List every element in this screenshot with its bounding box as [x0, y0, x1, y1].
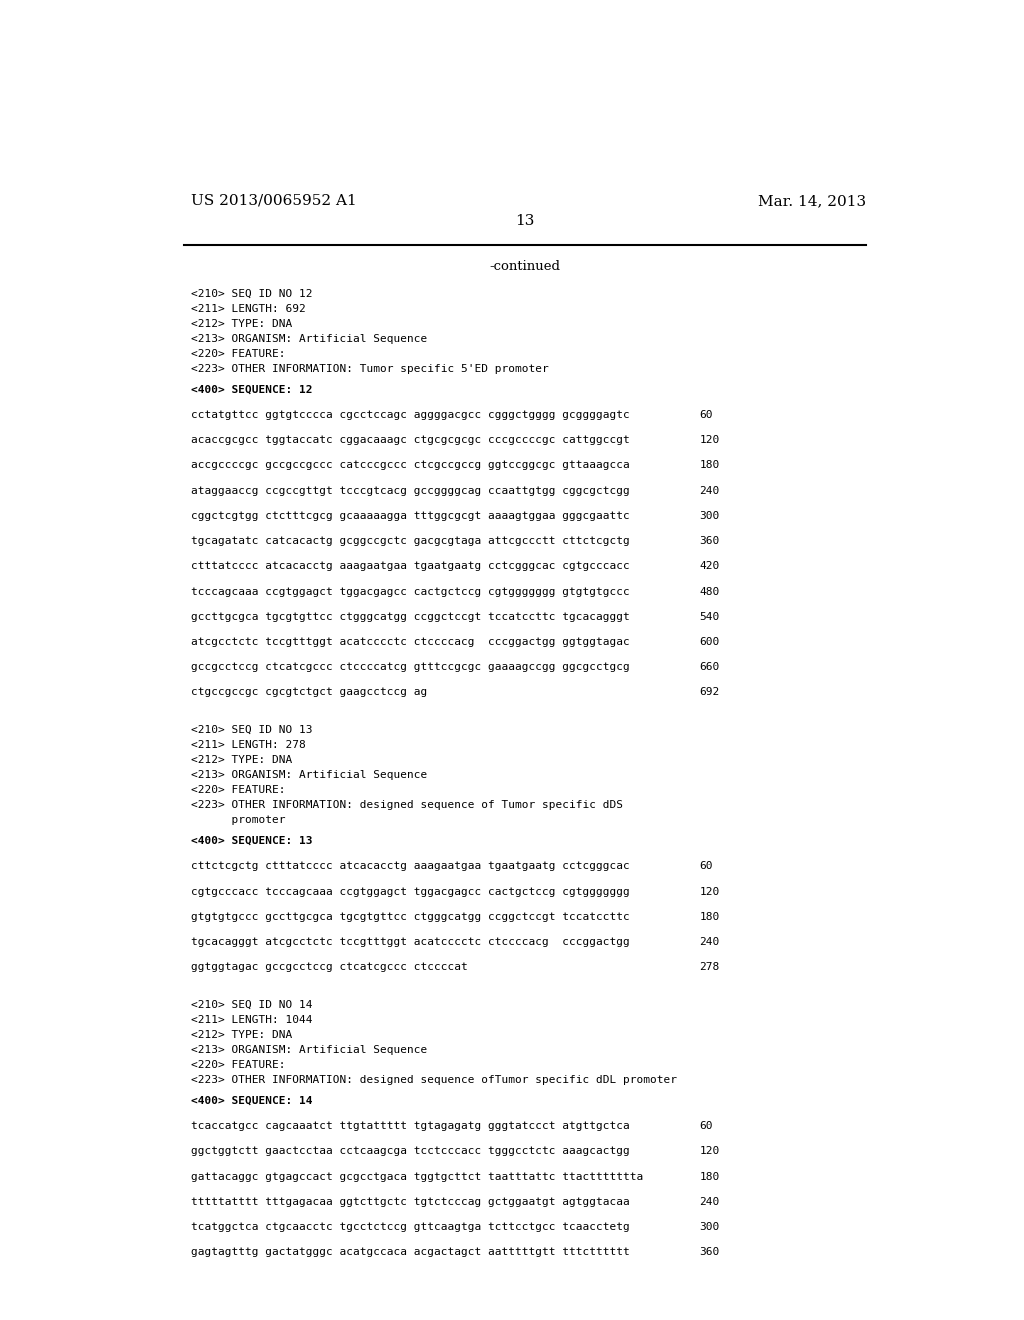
- Text: <223> OTHER INFORMATION: Tumor specific 5'ED promoter: <223> OTHER INFORMATION: Tumor specific …: [191, 364, 549, 374]
- Text: <213> ORGANISM: Artificial Sequence: <213> ORGANISM: Artificial Sequence: [191, 1044, 428, 1055]
- Text: 278: 278: [699, 962, 720, 972]
- Text: <400> SEQUENCE: 12: <400> SEQUENCE: 12: [191, 385, 313, 395]
- Text: 240: 240: [699, 1197, 720, 1206]
- Text: 240: 240: [699, 937, 720, 946]
- Text: <213> ORGANISM: Artificial Sequence: <213> ORGANISM: Artificial Sequence: [191, 770, 428, 780]
- Text: 420: 420: [699, 561, 720, 572]
- Text: tgcagatatc catcacactg gcggccgctc gacgcgtaga attcgccctt cttctcgctg: tgcagatatc catcacactg gcggccgctc gacgcgt…: [191, 536, 630, 546]
- Text: tcatggctca ctgcaacctc tgcctctccg gttcaagtga tcttcctgcc tcaacctetg: tcatggctca ctgcaacctc tgcctctccg gttcaag…: [191, 1222, 630, 1232]
- Text: 60: 60: [699, 1121, 713, 1131]
- Text: <220> FEATURE:: <220> FEATURE:: [191, 348, 286, 359]
- Text: 300: 300: [699, 1222, 720, 1232]
- Text: <223> OTHER INFORMATION: designed sequence of Tumor specific dDS: <223> OTHER INFORMATION: designed sequen…: [191, 800, 624, 810]
- Text: cttctcgctg ctttatcccc atcacacctg aaagaatgaa tgaatgaatg cctcgggcac: cttctcgctg ctttatcccc atcacacctg aaagaat…: [191, 862, 630, 871]
- Text: gccgcctccg ctcatcgccc ctccccatcg gtttccgcgc gaaaagccgg ggcgcctgcg: gccgcctccg ctcatcgccc ctccccatcg gtttccg…: [191, 663, 630, 672]
- Text: ataggaaccg ccgccgttgt tcccgtcacg gccggggcag ccaattgtgg cggcgctcgg: ataggaaccg ccgccgttgt tcccgtcacg gccgggg…: [191, 486, 630, 496]
- Text: <220> FEATURE:: <220> FEATURE:: [191, 1060, 286, 1069]
- Text: <212> TYPE: DNA: <212> TYPE: DNA: [191, 1030, 293, 1040]
- Text: 660: 660: [699, 663, 720, 672]
- Text: <210> SEQ ID NO 14: <210> SEQ ID NO 14: [191, 999, 313, 1010]
- Text: <400> SEQUENCE: 14: <400> SEQUENCE: 14: [191, 1096, 313, 1106]
- Text: tgcacagggt atcgcctctc tccgtttggt acatcccctc ctccccacg  cccggactgg: tgcacagggt atcgcctctc tccgtttggt acatccc…: [191, 937, 630, 946]
- Text: <211> LENGTH: 278: <211> LENGTH: 278: [191, 739, 306, 750]
- Text: <210> SEQ ID NO 12: <210> SEQ ID NO 12: [191, 289, 313, 298]
- Text: ggtggtagac gccgcctccg ctcatcgccc ctccccat: ggtggtagac gccgcctccg ctcatcgccc ctcccca…: [191, 962, 468, 972]
- Text: Mar. 14, 2013: Mar. 14, 2013: [758, 194, 866, 209]
- Text: gtgtgtgccc gccttgcgca tgcgtgttcc ctgggcatgg ccggctccgt tccatccttc: gtgtgtgccc gccttgcgca tgcgtgttcc ctgggca…: [191, 912, 630, 921]
- Text: cctatgttcc ggtgtcccca cgcctccagc aggggacgcc cgggctgggg gcggggagtc: cctatgttcc ggtgtcccca cgcctccagc aggggac…: [191, 411, 630, 420]
- Text: 60: 60: [699, 862, 713, 871]
- Text: 360: 360: [699, 536, 720, 546]
- Text: -continued: -continued: [489, 260, 560, 273]
- Text: 13: 13: [515, 214, 535, 228]
- Text: acaccgcgcc tggtaccatc cggacaaagc ctgcgcgcgc cccgccccgc cattggccgt: acaccgcgcc tggtaccatc cggacaaagc ctgcgcg…: [191, 436, 630, 445]
- Text: 120: 120: [699, 887, 720, 896]
- Text: ctgccgccgc cgcgtctgct gaagcctccg ag: ctgccgccgc cgcgtctgct gaagcctccg ag: [191, 688, 428, 697]
- Text: 180: 180: [699, 1172, 720, 1181]
- Text: atcgcctctc tccgtttggt acatcccctc ctccccacg  cccggactgg ggtggtagac: atcgcctctc tccgtttggt acatcccctc ctcccca…: [191, 638, 630, 647]
- Text: 120: 120: [699, 436, 720, 445]
- Text: <211> LENGTH: 1044: <211> LENGTH: 1044: [191, 1015, 313, 1024]
- Text: 120: 120: [699, 1146, 720, 1156]
- Text: gccttgcgca tgcgtgttcc ctgggcatgg ccggctccgt tccatccttc tgcacagggt: gccttgcgca tgcgtgttcc ctgggcatgg ccggctc…: [191, 611, 630, 622]
- Text: ggctggtctt gaactcctaa cctcaagcga tcctcccacc tgggcctctc aaagcactgg: ggctggtctt gaactcctaa cctcaagcga tcctccc…: [191, 1146, 630, 1156]
- Text: <400> SEQUENCE: 13: <400> SEQUENCE: 13: [191, 836, 313, 846]
- Text: <212> TYPE: DNA: <212> TYPE: DNA: [191, 318, 293, 329]
- Text: <211> LENGTH: 692: <211> LENGTH: 692: [191, 304, 306, 314]
- Text: 360: 360: [699, 1247, 720, 1257]
- Text: 240: 240: [699, 486, 720, 496]
- Text: <220> FEATURE:: <220> FEATURE:: [191, 785, 286, 795]
- Text: cggctcgtgg ctctttcgcg gcaaaaagga tttggcgcgt aaaagtggaa gggcgaattc: cggctcgtgg ctctttcgcg gcaaaaagga tttggcg…: [191, 511, 630, 521]
- Text: cgtgcccacc tcccagcaaa ccgtggagct tggacgagcc cactgctccg cgtggggggg: cgtgcccacc tcccagcaaa ccgtggagct tggacga…: [191, 887, 630, 896]
- Text: ctttatcccc atcacacctg aaagaatgaa tgaatgaatg cctcgggcac cgtgcccacc: ctttatcccc atcacacctg aaagaatgaa tgaatga…: [191, 561, 630, 572]
- Text: 300: 300: [699, 511, 720, 521]
- Text: 480: 480: [699, 586, 720, 597]
- Text: US 2013/0065952 A1: US 2013/0065952 A1: [191, 194, 357, 209]
- Text: <210> SEQ ID NO 13: <210> SEQ ID NO 13: [191, 725, 313, 735]
- Text: <223> OTHER INFORMATION: designed sequence ofTumor specific dDL promoter: <223> OTHER INFORMATION: designed sequen…: [191, 1074, 678, 1085]
- Text: 180: 180: [699, 461, 720, 470]
- Text: gattacaggc gtgagccact gcgcctgaca tggtgcttct taatttattc ttacttttttta: gattacaggc gtgagccact gcgcctgaca tggtgct…: [191, 1172, 644, 1181]
- Text: <213> ORGANISM: Artificial Sequence: <213> ORGANISM: Artificial Sequence: [191, 334, 428, 343]
- Text: 180: 180: [699, 912, 720, 921]
- Text: tcccagcaaa ccgtggagct tggacgagcc cactgctccg cgtggggggg gtgtgtgccc: tcccagcaaa ccgtggagct tggacgagcc cactgct…: [191, 586, 630, 597]
- Text: tcaccatgcc cagcaaatct ttgtattttt tgtagagatg gggtatccct atgttgctca: tcaccatgcc cagcaaatct ttgtattttt tgtagag…: [191, 1121, 630, 1131]
- Text: promoter: promoter: [191, 814, 286, 825]
- Text: 600: 600: [699, 638, 720, 647]
- Text: 60: 60: [699, 411, 713, 420]
- Text: tttttatttt tttgagacaa ggtcttgctc tgtctcccag gctggaatgt agtggtacaa: tttttatttt tttgagacaa ggtcttgctc tgtctcc…: [191, 1197, 630, 1206]
- Text: 540: 540: [699, 611, 720, 622]
- Text: gagtagtttg gactatgggc acatgccaca acgactagct aatttttgtt tttctttttt: gagtagtttg gactatgggc acatgccaca acgacta…: [191, 1247, 630, 1257]
- Text: accgccccgc gccgccgccc catcccgccc ctcgccgccg ggtccggcgc gttaaagcca: accgccccgc gccgccgccc catcccgccc ctcgccg…: [191, 461, 630, 470]
- Text: 692: 692: [699, 688, 720, 697]
- Text: <212> TYPE: DNA: <212> TYPE: DNA: [191, 755, 293, 764]
